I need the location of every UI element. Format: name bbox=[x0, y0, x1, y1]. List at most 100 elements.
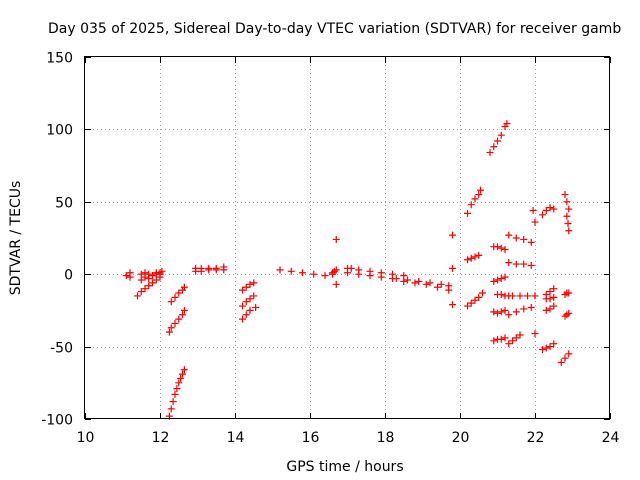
data-point bbox=[505, 340, 513, 348]
data-point bbox=[449, 301, 456, 309]
series-track-s bbox=[392, 275, 453, 290]
data-point bbox=[332, 266, 340, 274]
x-tick-label: 22 bbox=[527, 430, 545, 446]
data-point bbox=[377, 273, 385, 281]
data-point bbox=[516, 292, 524, 300]
data-point bbox=[546, 305, 554, 313]
series-track-f bbox=[165, 306, 188, 336]
y-tick-labels: -100 -50 0 50 100 150 bbox=[41, 51, 73, 429]
data-point bbox=[332, 280, 340, 288]
x-tick-label: 20 bbox=[452, 430, 470, 446]
x-axis-title: GPS time / hours bbox=[286, 459, 403, 475]
series-track-af bbox=[490, 334, 509, 345]
data-point bbox=[321, 272, 329, 280]
series-track-k bbox=[239, 292, 258, 310]
data-point bbox=[501, 334, 509, 342]
series-track-u bbox=[449, 231, 456, 239]
series-track-e bbox=[165, 366, 188, 420]
data-point bbox=[171, 319, 179, 327]
series-track-y bbox=[486, 120, 511, 157]
data-point bbox=[501, 306, 509, 314]
data-point bbox=[490, 337, 498, 345]
data-point bbox=[250, 279, 258, 287]
data-point bbox=[494, 137, 501, 145]
data-point bbox=[531, 292, 539, 300]
data-point bbox=[445, 286, 453, 294]
data-point bbox=[426, 279, 434, 287]
series-track-q bbox=[344, 264, 408, 280]
data-point bbox=[299, 269, 306, 277]
x-tick-label: 12 bbox=[152, 430, 170, 446]
data-point bbox=[242, 311, 250, 319]
series-track-ar bbox=[539, 340, 558, 353]
data-point bbox=[497, 290, 505, 298]
data-point bbox=[137, 276, 145, 284]
data-point bbox=[565, 205, 573, 213]
data-point bbox=[220, 266, 228, 274]
data-point bbox=[212, 266, 220, 274]
data-point bbox=[149, 279, 156, 287]
data-point bbox=[173, 385, 181, 393]
data-point bbox=[126, 269, 134, 277]
data-point bbox=[239, 302, 246, 310]
series-track-n bbox=[329, 266, 340, 277]
series-track-z bbox=[464, 251, 483, 264]
data-point bbox=[437, 280, 445, 288]
data-point bbox=[512, 260, 520, 268]
series-track-x bbox=[464, 186, 485, 217]
series-track-av bbox=[561, 309, 573, 320]
data-point bbox=[512, 308, 520, 316]
data-point bbox=[177, 374, 185, 382]
data-point bbox=[550, 205, 558, 213]
series-track-ab bbox=[490, 243, 509, 254]
data-point bbox=[471, 253, 479, 261]
data-point bbox=[310, 270, 318, 278]
data-point bbox=[565, 289, 573, 297]
data-point bbox=[497, 131, 505, 139]
data-point bbox=[520, 235, 528, 243]
data-point bbox=[464, 302, 471, 310]
data-point bbox=[524, 292, 531, 300]
series-track-g bbox=[167, 283, 188, 306]
data-point bbox=[565, 227, 573, 235]
data-point bbox=[490, 277, 498, 285]
data-point bbox=[546, 204, 554, 212]
series-track-i bbox=[192, 266, 228, 275]
data-point bbox=[467, 201, 475, 209]
data-point bbox=[505, 231, 513, 239]
data-point bbox=[197, 267, 205, 275]
data-point bbox=[527, 238, 535, 246]
data-point bbox=[134, 292, 141, 300]
data-point bbox=[564, 220, 572, 228]
data-point bbox=[246, 295, 254, 303]
data-point bbox=[497, 275, 505, 283]
series-track-a bbox=[122, 269, 134, 281]
data-point bbox=[239, 286, 246, 294]
data-point bbox=[516, 331, 524, 339]
data-point bbox=[366, 272, 374, 280]
x-tick-label: 24 bbox=[602, 430, 620, 446]
data-point bbox=[557, 359, 565, 367]
data-point bbox=[246, 306, 254, 314]
data-point bbox=[171, 293, 179, 301]
data-point bbox=[542, 206, 550, 214]
series-track-m bbox=[276, 266, 336, 280]
data-point bbox=[169, 398, 177, 406]
series-track-aw bbox=[557, 350, 573, 367]
data-point bbox=[434, 283, 441, 291]
data-point bbox=[503, 120, 511, 128]
series-track-h bbox=[192, 263, 228, 272]
data-point bbox=[122, 272, 130, 280]
series-track-al bbox=[529, 206, 539, 226]
series-track-v bbox=[449, 264, 456, 272]
data-point bbox=[494, 243, 501, 251]
data-point bbox=[471, 296, 479, 304]
data-point bbox=[344, 269, 351, 277]
series-track-o bbox=[332, 235, 340, 243]
data-point bbox=[145, 282, 153, 290]
data-point bbox=[512, 334, 520, 342]
data-point bbox=[565, 309, 573, 317]
data-point bbox=[520, 305, 528, 313]
x-tick-labels: 10 12 14 16 18 20 22 24 bbox=[77, 430, 620, 446]
data-point bbox=[392, 275, 400, 283]
